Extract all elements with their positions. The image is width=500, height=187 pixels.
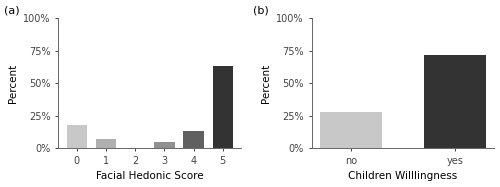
Bar [212, 66, 233, 148]
Bar [320, 112, 382, 148]
Text: (a): (a) [4, 6, 19, 16]
Bar [424, 55, 486, 148]
Bar [66, 125, 87, 148]
Y-axis label: Percent: Percent [261, 64, 271, 103]
Text: (b): (b) [253, 6, 269, 16]
X-axis label: Children Willlingness: Children Willlingness [348, 171, 458, 181]
Bar [154, 142, 174, 148]
Y-axis label: Percent: Percent [8, 64, 18, 103]
Bar [96, 139, 116, 148]
Bar [184, 131, 204, 148]
X-axis label: Facial Hedonic Score: Facial Hedonic Score [96, 171, 204, 181]
